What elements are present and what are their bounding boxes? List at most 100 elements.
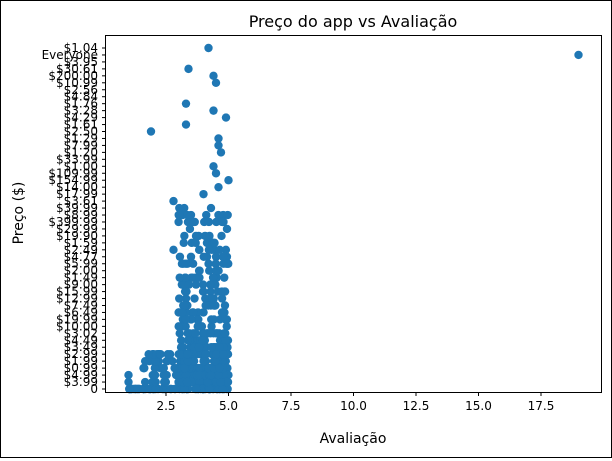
x-tick-label: 2.5	[156, 399, 175, 413]
y-tick-label: $2.50	[64, 125, 98, 139]
data-point	[177, 259, 187, 268]
data-point	[146, 127, 156, 136]
data-point	[151, 377, 160, 387]
data-point	[168, 356, 177, 366]
data-point	[208, 273, 218, 282]
y-tick-label: $12.99	[56, 292, 98, 306]
y-tick-label: $7.49	[64, 298, 98, 312]
y-tick-label: $2.99	[64, 347, 98, 361]
data-point	[201, 294, 210, 303]
y-tick-label: $14.00	[56, 180, 98, 194]
data-point	[191, 231, 201, 241]
data-point	[207, 322, 216, 331]
data-point	[178, 343, 188, 352]
data-point	[199, 356, 208, 366]
data-point	[175, 329, 184, 338]
y-tick-label: $1.29	[64, 131, 98, 145]
data-point	[140, 377, 150, 387]
data-point	[181, 370, 191, 380]
x-axis-ticks: 2.5 5.0 7.5 10.0 12.5 15.0 17.5	[156, 392, 554, 413]
y-tick-label: $1.99	[64, 354, 98, 368]
x-tick-label: 15.0	[465, 399, 492, 413]
data-point	[221, 245, 231, 255]
data-point	[207, 294, 217, 303]
data-point	[207, 343, 216, 352]
data-point	[222, 377, 232, 387]
data-point	[212, 217, 221, 227]
data-point	[180, 322, 189, 331]
data-point	[180, 301, 189, 310]
data-point	[221, 329, 230, 338]
data-point	[198, 287, 208, 296]
data-point	[175, 273, 184, 282]
data-point	[201, 301, 210, 310]
x-tick-label: 7.5	[281, 399, 300, 413]
data-point	[194, 315, 203, 324]
data-point	[204, 245, 214, 255]
data-point	[212, 266, 222, 275]
data-point	[182, 377, 192, 387]
data-point	[195, 322, 205, 331]
data-point	[211, 252, 221, 261]
y-tick-label: $29.99	[56, 222, 98, 236]
data-point	[183, 336, 193, 345]
data-point	[202, 210, 211, 220]
data-point	[211, 259, 221, 268]
data-point	[216, 377, 225, 387]
data-point	[189, 308, 198, 317]
data-point	[174, 217, 183, 227]
y-tick-label: $1.49	[64, 271, 98, 285]
data-point	[140, 356, 150, 366]
data-point	[221, 113, 231, 122]
data-point	[223, 210, 232, 220]
y-tick-label: $3.02	[64, 326, 98, 340]
y-tick-label: Everyone	[42, 48, 98, 62]
y-tick-label: $4.49	[64, 333, 98, 347]
y-tick-label: $33.99	[56, 152, 98, 166]
y-tick-label: $1.59	[64, 236, 98, 250]
data-point	[195, 377, 204, 387]
data-point	[220, 273, 229, 282]
data-point	[181, 315, 190, 324]
data-point	[181, 120, 191, 129]
data-point	[222, 224, 232, 234]
data-point	[194, 343, 204, 352]
data-point	[159, 363, 168, 373]
data-point	[151, 356, 160, 366]
y-tick-label: $200.00	[48, 69, 98, 83]
y-tick-label: $9.00	[64, 278, 98, 292]
data-point	[178, 308, 187, 317]
data-point	[191, 329, 200, 338]
data-point	[200, 343, 210, 352]
data-point	[185, 224, 195, 234]
data-point	[198, 384, 207, 394]
data-point	[221, 259, 231, 268]
data-point	[209, 71, 218, 81]
data-point	[206, 203, 216, 213]
data-point	[184, 280, 194, 289]
data-point	[180, 363, 189, 373]
y-tick-label: $17.99	[56, 187, 98, 201]
y-tick-label: $2.56	[64, 83, 98, 97]
data-point	[190, 294, 199, 303]
data-point	[206, 280, 215, 289]
data-point	[169, 196, 178, 206]
data-point	[220, 287, 230, 296]
data-point	[574, 50, 583, 60]
x-tick-label: 12.5	[403, 399, 430, 413]
data-point	[124, 377, 133, 387]
y-tick-label: $15.99	[56, 285, 98, 299]
data-point	[144, 384, 154, 394]
data-point	[221, 336, 230, 345]
data-point	[175, 203, 184, 213]
data-point	[216, 148, 226, 157]
data-point	[144, 350, 153, 359]
data-point	[206, 329, 215, 338]
data-point	[170, 363, 179, 373]
x-tick-label: 10.0	[340, 399, 367, 413]
data-point	[180, 231, 189, 241]
data-point	[156, 350, 165, 359]
data-point	[174, 322, 183, 331]
data-point	[205, 266, 214, 275]
